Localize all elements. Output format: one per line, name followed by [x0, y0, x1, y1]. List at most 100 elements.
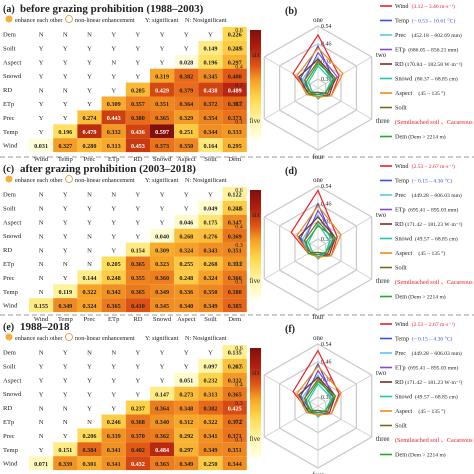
- heatmap-cell: [222, 270, 247, 285]
- panel-title: 1988–2018: [20, 321, 70, 333]
- legend-series-range: (171.42 – 181.23 W·m⁻²): [405, 379, 463, 386]
- cell-value: 0.268: [204, 261, 218, 268]
- heatmap-cell: [174, 138, 199, 153]
- heatmap-cell: [150, 82, 175, 97]
- column-label: Temp: [58, 156, 74, 163]
- cell-value: 0.380: [228, 289, 242, 296]
- heatmap-cell: [174, 242, 199, 257]
- cell-value: 0.373: [228, 115, 242, 122]
- heatmap-cell: [150, 242, 175, 257]
- legend-series-name: RD: [395, 61, 404, 68]
- cell-value: 0.357: [131, 101, 145, 108]
- row-label: Dem: [3, 349, 17, 356]
- legend-series-range: (− 0.15 – 4.30 °C): [412, 336, 453, 343]
- heatmap-cell: [150, 386, 175, 401]
- heatmap-cell: [150, 96, 175, 111]
- legend-series-name: Dem: [395, 294, 407, 301]
- cell-value: 0.372: [228, 419, 242, 426]
- colorbar-tick: 0.2: [235, 101, 243, 107]
- cell-value: 0.274: [83, 115, 97, 122]
- legend-series-range: (2.53 – 2.67 m·s⁻¹): [412, 163, 455, 170]
- heatmap-cell: [198, 214, 223, 229]
- cell-value: 0.365: [155, 115, 169, 122]
- row-label: ETp: [3, 101, 15, 108]
- heatmap-cell: [150, 228, 175, 243]
- legend-series-range: (449.28 – 606.03 mm): [412, 192, 462, 199]
- heatmap-cell: [125, 242, 150, 257]
- cell-mark: N: [39, 275, 44, 282]
- heatmap-cell: [222, 110, 247, 125]
- cell-mark: Y: [87, 87, 92, 94]
- cell-value: 0.382: [179, 73, 193, 80]
- heatmap-cell: [174, 68, 199, 83]
- cell-mark: N: [63, 32, 68, 39]
- radar-series-line: [303, 378, 334, 413]
- heatmap-cell: [29, 138, 54, 153]
- cell-mark: N: [87, 350, 92, 357]
- heatmap-cell: [174, 124, 199, 139]
- cell-value: 0.362: [155, 433, 169, 440]
- cell-mark: Y: [39, 73, 44, 80]
- colorbar-tick: 0.3: [235, 243, 243, 249]
- heatmap-cell: [125, 82, 150, 97]
- cell-value: 0.489: [228, 87, 242, 94]
- cell-mark: N: [39, 192, 44, 199]
- cell-mark: N: [39, 32, 44, 39]
- column-label: RD: [133, 316, 142, 323]
- radar-axis-label: five: [249, 118, 260, 125]
- cell-mark: N: [63, 261, 68, 268]
- legend-series-range: (452.18 – 602.69 mm): [412, 32, 462, 39]
- cell-value: 0.249: [228, 46, 242, 53]
- colorbar-tick: 0.6: [235, 346, 243, 352]
- heatmap-cell: [150, 414, 175, 429]
- legend-series-range: (Dem > 2214 m): [408, 452, 446, 459]
- cell-mark: Y: [63, 192, 68, 199]
- cell-value: 0.350: [204, 289, 218, 296]
- heatmap-cell: [174, 96, 199, 111]
- heatmap-cell: [77, 456, 102, 471]
- legend-series-name: Snowd: [395, 76, 413, 83]
- heatmap-cell: [222, 40, 247, 55]
- heatmap-cell: [101, 428, 126, 443]
- heatmap-cell: [77, 110, 102, 125]
- radar-axis-label: three: [376, 118, 390, 125]
- heatmap-cell: [222, 358, 247, 373]
- radar-axis-label: five: [249, 278, 260, 285]
- legend-n: N: Nosignificant: [185, 177, 227, 184]
- cell-mark: Y: [63, 115, 68, 122]
- cell-value: 0.332: [107, 129, 121, 136]
- heatmap-cell: [125, 284, 150, 299]
- legend-series-name: Snowd: [395, 394, 413, 401]
- cell-value: 0.366: [228, 275, 242, 282]
- radar-series-line: [305, 225, 337, 256]
- heatmap-cell: [150, 428, 175, 443]
- cell-value: 0.354: [204, 115, 218, 122]
- heatmap-cell: [198, 54, 223, 69]
- legend-series-name: RD: [395, 379, 404, 386]
- cell-value: 0.255: [179, 261, 193, 268]
- panel-letter: (b): [285, 6, 297, 17]
- cell-value: 0.385: [228, 303, 242, 310]
- legend-series-name: Dem: [395, 134, 407, 141]
- heatmap-cell: [198, 400, 223, 415]
- heatmap-cell: [125, 414, 150, 429]
- cell-mark: N: [39, 233, 44, 240]
- legend-y: Y: significant: [145, 177, 179, 184]
- cell-value: 0.344: [204, 129, 218, 136]
- radar-axis-label: two: [376, 212, 387, 219]
- heatmap-cell: [198, 68, 223, 83]
- cell-value: 0.453: [131, 143, 145, 150]
- cell-mark: N: [111, 192, 116, 199]
- heatmap-cell: [198, 124, 223, 139]
- cell-value: 0.049: [204, 206, 218, 213]
- heatmap-cell: [174, 256, 199, 271]
- heatmap-cell: [198, 200, 223, 215]
- heatmap-cell: [53, 124, 78, 139]
- cell-value: 0.341: [107, 461, 121, 468]
- cell-mark: N: [87, 192, 92, 199]
- heatmap-cell: [125, 456, 150, 471]
- heatmap-cell: [174, 270, 199, 285]
- cell-mark: N: [39, 261, 44, 268]
- panel-letter: (e): [3, 322, 14, 333]
- cell-mark: Y: [63, 364, 68, 371]
